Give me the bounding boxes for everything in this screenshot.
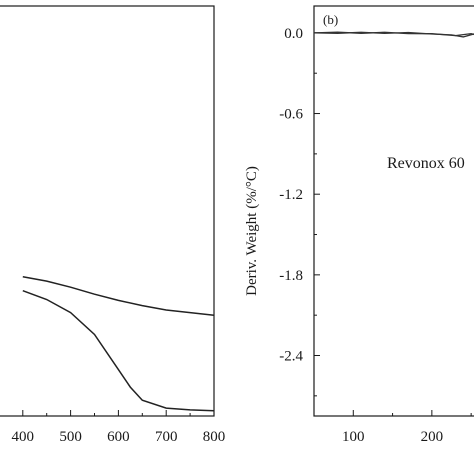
panel-b: 0.0 -0.6 -1.2 -1.8 -2.4 100 200 (b) Deriv. We… [244,5,474,445]
panel-b-x-tick-label: 100 [342,429,365,445]
panel-b-y-tick-label: -2.4 [279,349,303,365]
panel-a: 400 500 600 700 800 [0,5,226,445]
panel-a-series [22,275,215,412]
panel-b-frame [313,5,474,417]
panel-b-x-tick-labels: 100 200 [342,429,443,445]
panel-b-x-ticks [352,410,472,416]
panel-b-annotation: Revonox 60 [387,155,465,172]
panel-b-y-tick-label: 0.0 [284,26,303,42]
panel-b-series-line-2 [313,31,474,38]
panel-a-series-line-2 [22,289,215,412]
panel-b-y-tick-label: -1.2 [279,187,303,203]
panel-b-y-tick-label: -0.6 [279,107,303,123]
panel-b-label: (b) [323,12,338,27]
panel-b-x-tick-label: 200 [421,429,444,445]
panel-a-x-tick-label: 800 [203,429,226,445]
panel-a-x-tick-label: 400 [12,429,35,445]
panel-a-x-tick-label: 700 [155,429,178,445]
panel-b-y-axis-title: Deriv. Weight (%/°C) [244,166,260,296]
panel-b-series [313,31,474,38]
panel-a-x-tick-label: 500 [59,429,82,445]
panel-a-frame [0,5,215,417]
panel-b-y-ticks [314,32,320,397]
panel-a-x-tick-labels: 400 500 600 700 800 [12,429,226,445]
panel-b-y-tick-label: -1.8 [279,268,303,284]
panel-b-y-tick-labels: 0.0 -0.6 -1.2 -1.8 -2.4 [279,26,303,365]
panel-a-series-line-1 [22,275,215,317]
panel-a-x-tick-label: 600 [107,429,130,445]
panel-a-x-ticks [22,410,215,416]
